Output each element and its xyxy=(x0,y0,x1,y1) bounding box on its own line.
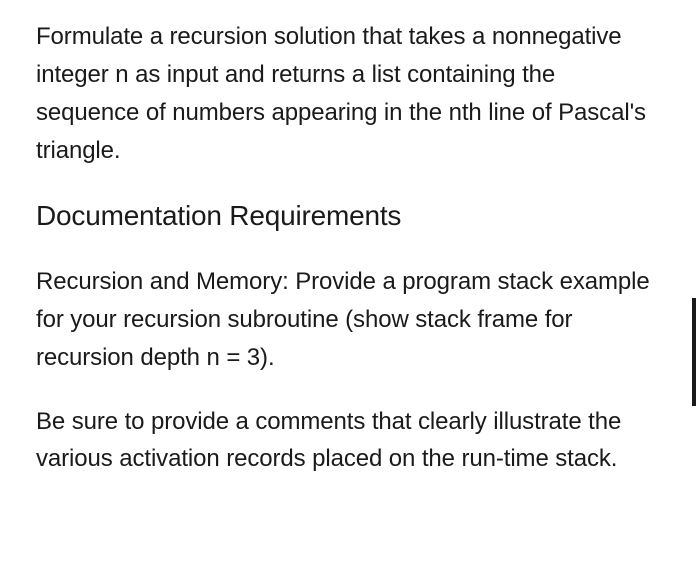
intro-paragraph: Formulate a recursion solution that take… xyxy=(36,18,664,170)
requirements-paragraph-2: Be sure to provide a comments that clear… xyxy=(36,403,664,479)
requirements-paragraph-1: Recursion and Memory: Provide a program … xyxy=(36,263,664,377)
section-heading: Documentation Requirements xyxy=(36,196,664,235)
vertical-scrollbar[interactable] xyxy=(692,298,696,406)
